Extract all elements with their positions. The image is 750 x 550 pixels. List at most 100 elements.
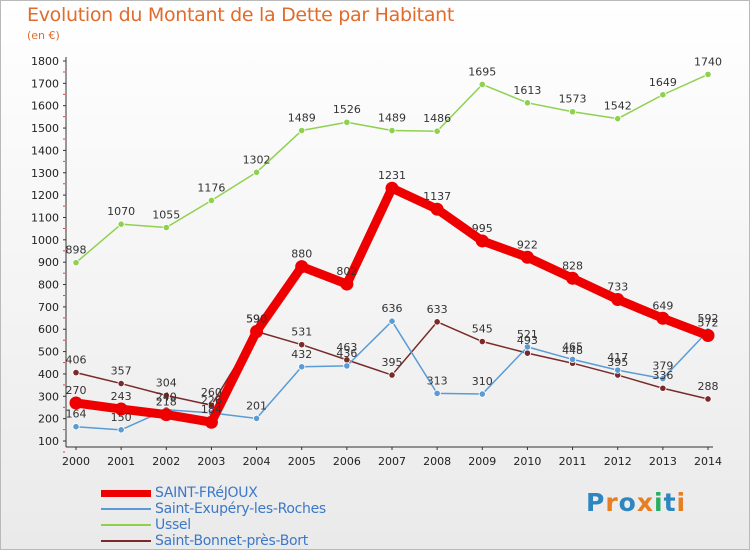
data-point — [656, 311, 670, 325]
data-point — [520, 250, 534, 264]
data-point — [478, 80, 486, 89]
legend-swatch — [101, 540, 151, 542]
x-tick-label: 2010 — [513, 455, 541, 468]
data-label: 828 — [562, 259, 583, 272]
x-tick-label: 2006 — [333, 455, 361, 468]
data-label: 395 — [607, 356, 628, 369]
chart-title: Evolution du Montant de la Dette par Hab… — [27, 4, 455, 26]
data-label: 226 — [201, 394, 222, 407]
data-label: 649 — [652, 299, 673, 312]
y-tick-label: 1200 — [31, 189, 59, 202]
data-label: 201 — [246, 399, 267, 412]
y-tick-label: 1100 — [31, 211, 59, 224]
data-label: 493 — [517, 334, 538, 347]
y-tick-label: 400 — [38, 368, 59, 381]
data-point — [114, 402, 128, 416]
data-label: 448 — [562, 344, 583, 357]
data-label: 898 — [66, 244, 87, 257]
data-point — [207, 196, 216, 205]
y-tick-label: 600 — [38, 323, 59, 336]
legend-item-saint-exupery[interactable]: Saint-Exupéry-les-Roches — [101, 501, 421, 518]
logo-letter: r — [605, 488, 619, 517]
data-label: 1526 — [333, 103, 361, 116]
data-point — [388, 371, 396, 379]
data-label: 1486 — [423, 112, 451, 125]
data-point — [659, 91, 667, 99]
data-label: 336 — [652, 369, 673, 382]
x-tick-label: 2001 — [107, 455, 135, 468]
data-label: 164 — [66, 408, 87, 421]
data-label: 1302 — [243, 153, 271, 166]
data-label: 270 — [66, 384, 87, 397]
y-tick-label: 700 — [38, 301, 59, 314]
legend: SAINT-FRéJOUX Saint-Exupéry-les-Roches U… — [101, 485, 421, 550]
data-point — [295, 260, 309, 274]
data-point — [478, 337, 486, 346]
data-point — [659, 384, 667, 392]
data-label: 880 — [291, 248, 312, 261]
data-label: 260 — [201, 386, 222, 399]
data-point — [252, 168, 261, 176]
data-point — [701, 328, 715, 342]
proxiti-logo: Proxiti — [586, 488, 686, 517]
data-point — [568, 108, 577, 116]
logo-letter: o — [618, 488, 637, 517]
data-point — [523, 99, 532, 107]
legend-item-saint-frejoux[interactable]: SAINT-FRéJOUX — [101, 485, 421, 502]
legend-label: Saint-Exupéry-les-Roches — [155, 501, 326, 517]
data-label: 1055 — [152, 209, 180, 222]
y-tick-label: 500 — [38, 346, 59, 359]
x-tick-label: 2012 — [604, 455, 632, 468]
data-label: 310 — [472, 375, 493, 388]
legend-item-ussel[interactable]: Ussel — [101, 517, 421, 534]
data-label: 1489 — [288, 112, 316, 125]
y-tick-label: 1500 — [31, 122, 59, 135]
data-point — [162, 391, 170, 399]
data-point — [343, 362, 351, 370]
x-tick-label: 2002 — [152, 455, 180, 468]
data-label: 417 — [607, 351, 628, 364]
y-tick-label: 100 — [38, 435, 59, 448]
legend-label: SAINT-FRéJOUX — [155, 485, 258, 501]
data-label: 432 — [291, 348, 312, 361]
data-label: 395 — [382, 356, 403, 369]
legend-item-saint-bonnet[interactable]: Saint-Bonnet-près-Bort — [101, 533, 421, 550]
data-point — [72, 259, 80, 267]
data-point — [704, 395, 712, 403]
data-label: 1176 — [197, 181, 225, 194]
data-point — [430, 202, 444, 216]
y-tick-label: 1800 — [31, 55, 59, 68]
data-point — [72, 368, 80, 377]
y-tick-label: 1400 — [31, 144, 59, 157]
logo-letter: t — [663, 488, 677, 517]
data-point — [69, 396, 83, 410]
data-label: 531 — [291, 326, 312, 339]
legend-swatch — [101, 490, 151, 497]
data-point — [298, 363, 306, 371]
x-tick-label: 2014 — [694, 455, 722, 468]
data-point — [207, 401, 216, 409]
y-tick-label: 1700 — [31, 77, 59, 90]
data-label: 995 — [472, 222, 493, 235]
data-point — [433, 318, 441, 326]
data-point — [250, 324, 264, 338]
data-point — [433, 127, 441, 135]
data-point — [433, 389, 441, 397]
data-label: 1542 — [604, 100, 632, 113]
legend-swatch — [101, 524, 151, 526]
data-point — [117, 426, 125, 434]
y-tick-label: 900 — [38, 256, 59, 269]
data-label: 733 — [607, 281, 628, 294]
data-label: 590 — [246, 312, 267, 325]
data-label: 465 — [562, 340, 583, 353]
data-label: 1137 — [423, 190, 451, 203]
data-label: 379 — [652, 360, 673, 373]
x-tick-label: 2005 — [288, 455, 316, 468]
data-label: 545 — [472, 323, 493, 336]
data-point — [343, 118, 351, 126]
x-tick-label: 2000 — [62, 455, 90, 468]
data-label: 243 — [111, 390, 132, 403]
legend-swatch — [101, 508, 151, 510]
